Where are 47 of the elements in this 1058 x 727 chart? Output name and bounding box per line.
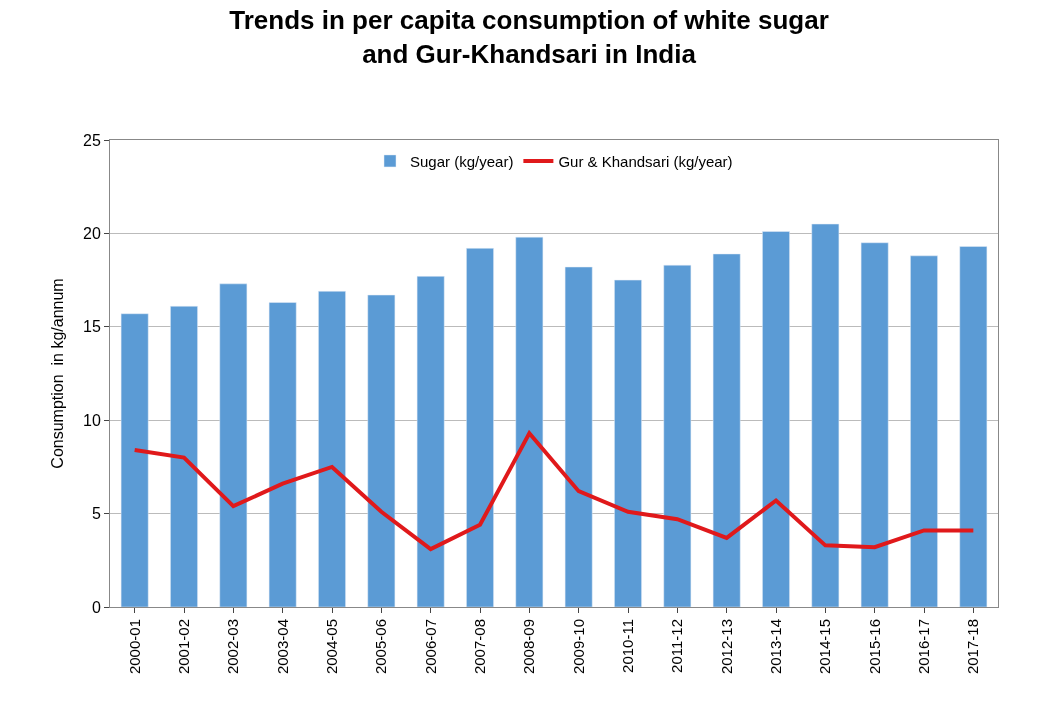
x-tick-label: 2007-08: [470, 619, 488, 675]
y-tick-label: 10: [83, 411, 101, 429]
x-tick-label: 2013-14: [766, 619, 784, 675]
line-series: [132, 431, 976, 552]
bar: [762, 231, 790, 607]
chart-title: Trends in per capita consumption of white sugar and Gur-Khandsari in India: [229, 5, 829, 69]
y-tick-label: 5: [91, 505, 101, 523]
y-axis-title: Consumption in kg/annum: [48, 278, 66, 469]
x-tick-label: 2012-13: [717, 619, 735, 675]
x-tick-label: 2010-11: [618, 619, 636, 673]
bar: [811, 223, 840, 607]
x-tick-label: 2001-02: [174, 619, 192, 675]
bar: [959, 246, 988, 607]
bar: [318, 291, 346, 607]
bar: [170, 306, 198, 607]
bar: [712, 253, 741, 607]
y-tick-label: 25: [83, 131, 101, 149]
bar: [910, 255, 938, 607]
y-tick-label: 20: [83, 225, 101, 242]
x-tick-label: 2005-06: [372, 619, 390, 675]
bar: [515, 236, 544, 607]
x-tick-label: 2002-03: [224, 619, 242, 675]
x-tick-label: 2014-15: [816, 619, 834, 675]
x-tick-label: 2003-04: [273, 619, 291, 675]
bar: [860, 242, 889, 607]
x-tick-label: 2004-05: [322, 619, 340, 675]
legend-label: Gur & Khandsari (kg/year): [558, 152, 733, 170]
x-tick-label: 2009-10: [569, 619, 587, 675]
bar: [268, 302, 297, 607]
bar: [416, 276, 445, 607]
bar: [663, 264, 692, 607]
x-tick-label: 2011-12: [668, 619, 686, 673]
x-tick-label: 2000-01: [125, 619, 143, 675]
bar: [367, 294, 396, 607]
legend-label: Sugar (kg/year): [410, 152, 514, 170]
x-tick-label: 2006-07: [421, 619, 439, 675]
bar: [614, 279, 642, 607]
x-tick-label: 2016-17: [914, 619, 932, 675]
bar: [466, 248, 494, 607]
bar: [564, 266, 593, 607]
x-tick-label: 2008-09: [520, 619, 538, 675]
y-tick-label: 15: [83, 318, 101, 336]
bar: [219, 283, 248, 607]
x-tick-label: 2017-18: [964, 619, 982, 675]
bar: [120, 313, 149, 607]
x-tick-label: 2015-16: [865, 619, 883, 675]
y-tick-label: 0: [91, 598, 101, 616]
